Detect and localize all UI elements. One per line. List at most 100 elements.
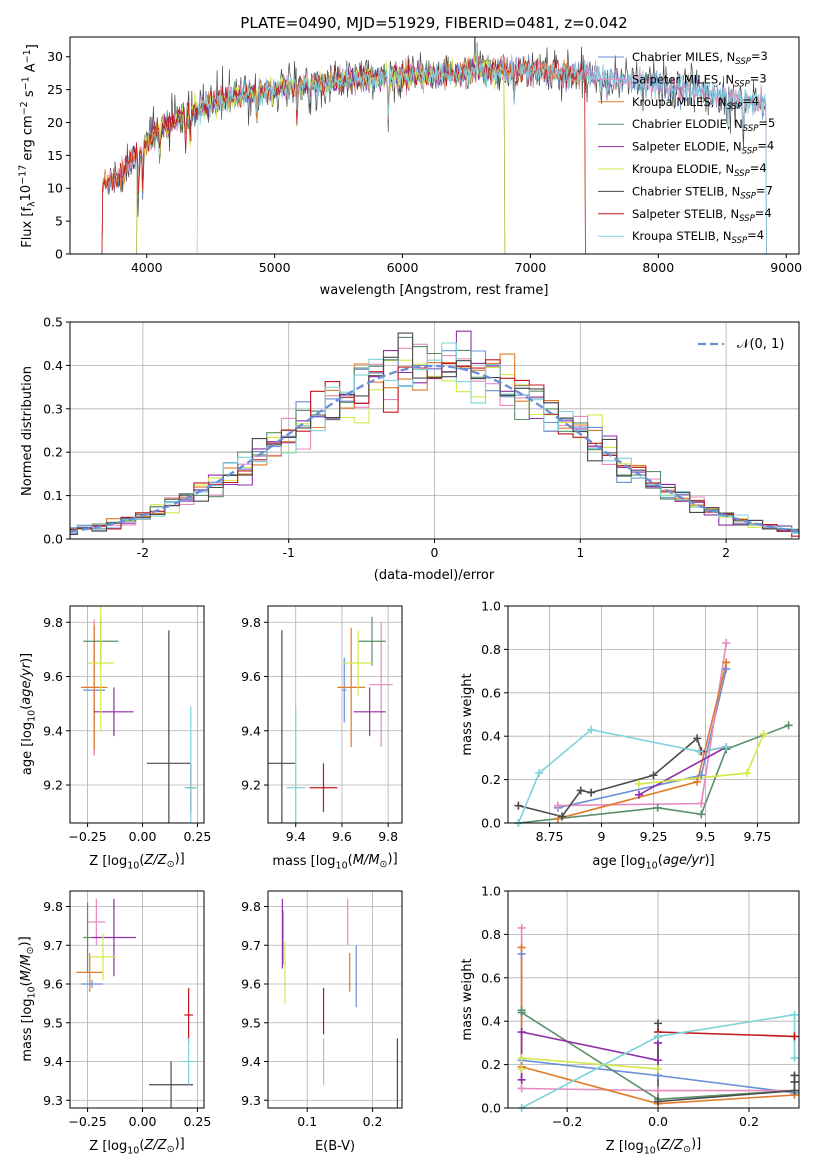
x-tick-label: 9.25 [640,829,668,844]
weight-marker-kroupa-elodie [517,1054,526,1063]
x-tick-label: 2 [722,545,730,560]
weight-marker-chabrier-stelib [587,788,596,797]
y-axis-label: Flux [fλ10−17 erg cm−2 s−1 A−1] [18,44,41,248]
y-tick-label: 0.5 [43,315,63,330]
x-tick-label: 1 [576,545,584,560]
y-tick-label: 0.2 [481,772,501,787]
x-tick-label: 5000 [259,260,291,275]
weight-marker-salpeter-miles [722,638,731,647]
panel-residual_hist: -2 -1 0 1 2 0.0 0.1 0.2 0.3 0.4 0.5 (data-model)/er… [20,315,800,583]
x-tick-label: −0.2 [552,1114,582,1129]
y-tick-label: 9.4 [43,723,63,738]
x-tick-label: 8000 [642,260,674,275]
weight-marker-kroupa-miles [722,658,731,667]
y-tick-label: 15 [47,148,63,163]
x-axis-label: Z [log10(Z/Z⊙)] [606,1137,701,1157]
y-tick-label: 9.6 [43,669,63,684]
y-tick-label: 9.4 [43,1054,63,1069]
y-tick-label: 9.2 [43,778,63,793]
y-tick-label: 9.4 [241,1054,261,1069]
weight-marker-chabrier-stelib [649,771,658,780]
y-tick-label: 0.0 [481,816,501,831]
x-tick-label: 0.25 [183,829,211,844]
y-tick-label: 0.2 [43,445,63,460]
y-tick-label: 9.3 [241,1093,261,1108]
y-tick-label: 30 [47,49,63,64]
y-tick-label: 0.4 [481,729,501,744]
spectrum-line-salpeter-stelib [101,56,767,254]
y-tick-label: 0.0 [481,1101,501,1116]
y-tick-label: 0.2 [481,1057,501,1072]
panel-mass_vs_Z: −0.25 0.00 0.25 9.3 9.4 9.5 9.6 9.7 9.8 Z [log10(… [18,890,211,1156]
histogram-chabrier-stelib [70,332,799,536]
y-tick-label: 10 [47,181,63,196]
y-tick-label: 9.7 [43,938,63,953]
weight-marker-kroupa-elodie [654,1064,663,1073]
y-axis-label: age [log10(age/yr)] [19,653,38,775]
weight-marker-salpeter-miles [553,801,562,810]
y-tick-label: 20 [47,115,63,130]
weight-marker-chabrier-elodie [653,803,662,812]
legend-entry: Salpeter MILES, NSSP=3 [632,71,767,89]
weight-marker-chabrier-stelib [654,1019,663,1028]
x-tick-label: 8.75 [536,829,564,844]
y-tick-label: 0.3 [43,401,63,416]
x-tick-label: −0.25 [68,829,106,844]
figure-title: PLATE=0490, MJD=51929, FIBERID=0481, z=0… [240,14,627,32]
weight-marker-kroupa-stelib [654,1032,663,1041]
weight-marker-salpeter-miles [517,1084,526,1093]
y-tick-label: 25 [47,82,63,97]
axes-frame [507,890,800,1109]
x-tick-label: −0.25 [68,1114,106,1129]
x-axis-label: E(B-V) [315,1139,355,1154]
x-tick-label: 9000 [770,260,802,275]
y-tick-label: 0.0 [43,532,63,547]
plot-area [268,616,393,823]
plot-area [80,606,198,823]
x-tick-label: 9.4 [286,829,306,844]
x-tick-label: 0.00 [129,1114,157,1129]
weight-marker-chabrier-stelib [514,801,523,810]
axes-frame [267,890,403,1109]
weight-marker-salpeter-miles [697,799,706,808]
weight-marker-kroupa-stelib [535,769,544,778]
y-tick-label: 0.6 [481,685,501,700]
x-tick-label: 9.8 [378,829,398,844]
weight-marker-kroupa-stelib [587,725,596,734]
y-tick-label: 9.2 [241,778,261,793]
weight-marker-chabrier-stelib [790,1086,799,1095]
weight-marker-kroupa-stelib [695,747,704,756]
legend-entry: Salpeter STELIB, NSSP=4 [632,206,772,224]
weight-marker-kroupa-stelib [790,1054,799,1063]
x-tick-label: -2 [137,545,149,560]
plot-area [101,37,767,254]
y-tick-label: 0.4 [43,358,63,373]
y-tick-label: 0.1 [43,488,63,503]
weight-marker-chabrier-elodie [697,810,706,819]
weight-marker-kroupa-miles [553,814,562,823]
y-tick-label: 5 [55,214,63,229]
panel-weight_vs_age: 8.75 9 9.25 9.5 9.75 0.0 0.2 0.4 0.6 0.8 1.0 age [l… [460,599,800,871]
x-axis-label: Z [log10(Z/Z⊙)] [89,852,184,872]
y-tick-label: 9.7 [241,938,261,953]
x-axis-label: wavelength [Angstrom, rest frame] [320,283,549,298]
x-tick-label: 0.2 [739,1114,759,1129]
axes-frame [267,605,403,824]
weight-marker-kroupa-elodie [517,1064,526,1073]
y-tick-label: 0.4 [481,1014,501,1029]
weight-marker-kroupa-miles [517,943,526,952]
y-tick-label: 9.4 [241,723,261,738]
plot-area [76,898,196,1108]
weight-marker-kroupa-stelib [790,1010,799,1019]
x-axis-label: mass [log10(M/M⊙)] [272,852,397,872]
weight-marker-chabrier-miles [697,771,706,780]
x-tick-label: -1 [282,545,294,560]
axes-frame [69,605,205,824]
legend-entry: 𝒩(0, 1) [737,337,784,352]
weight-marker-salpeter-stelib [790,1032,799,1041]
plot-area [281,898,399,1108]
weight-marker-chabrier-stelib [790,1071,799,1080]
weight-marker-salpeter-miles [517,923,526,932]
x-tick-label: 0.0 [648,1114,668,1129]
